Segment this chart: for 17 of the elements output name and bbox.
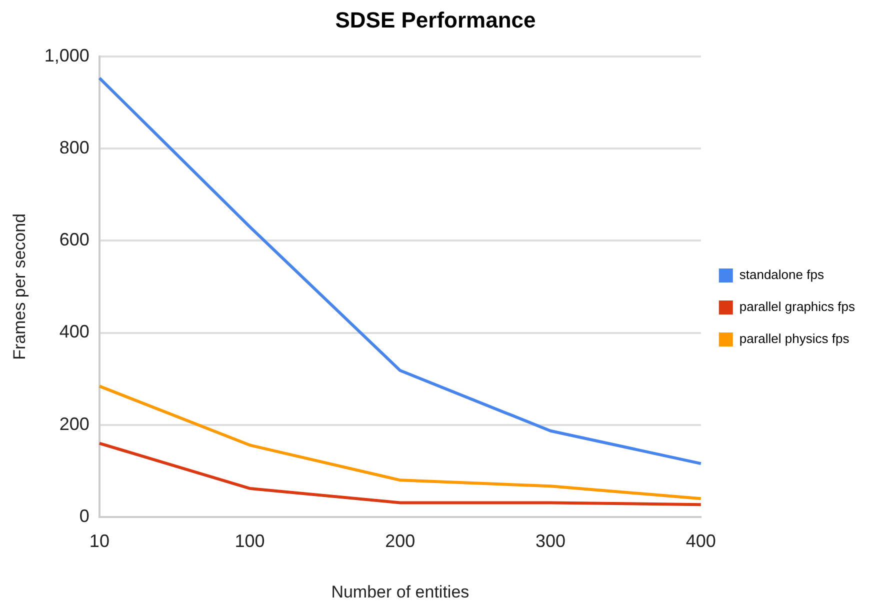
- x-tick-label: 10: [89, 530, 110, 551]
- x-tick-label: 300: [536, 530, 566, 551]
- y-tick-label: 400: [59, 322, 90, 342]
- legend-label: standalone fps: [739, 267, 824, 282]
- x-tick-label: 100: [234, 530, 265, 551]
- x-tick-label: 400: [686, 530, 716, 551]
- legend-label: parallel physics fps: [739, 331, 850, 346]
- y-axis-title: Frames per second: [10, 213, 29, 360]
- chart-title: SDSE Performance: [335, 7, 536, 32]
- legend-label: parallel graphics fps: [739, 299, 856, 314]
- x-tick-label: 200: [385, 530, 416, 551]
- x-axis-title: Number of entities: [331, 582, 470, 602]
- y-tick-label: 200: [59, 414, 90, 434]
- y-tick-label: 1,000: [44, 45, 90, 66]
- y-tick-label: 800: [59, 137, 90, 158]
- y-tick-label: 600: [59, 230, 90, 250]
- y-tick-label: 0: [79, 506, 90, 526]
